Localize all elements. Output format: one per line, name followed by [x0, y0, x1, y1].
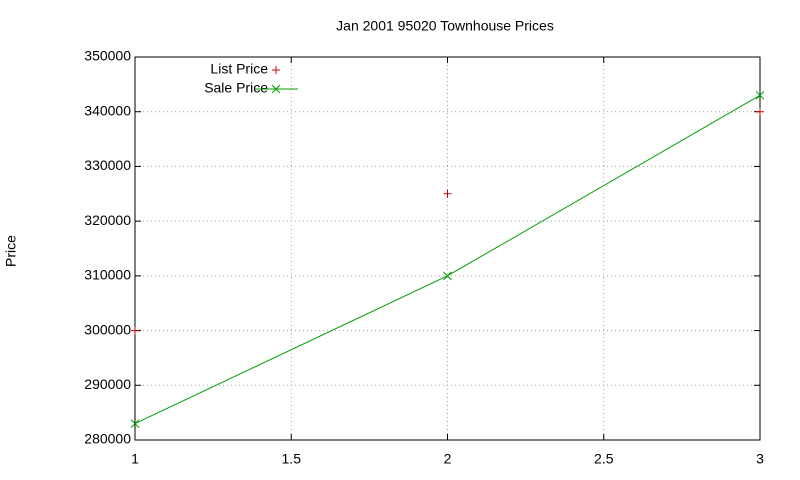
legend-marker	[272, 66, 280, 74]
x-tick-label: 1	[131, 451, 139, 467]
y-tick-label: 310000	[84, 267, 131, 283]
y-tick-label: 280000	[84, 431, 131, 447]
plot-border	[134, 56, 761, 441]
chart-title: Jan 2001 95020 Townhouse Prices	[336, 18, 554, 34]
series-line	[134, 94, 761, 425]
legend-label: List Price	[210, 61, 268, 77]
legend-label: Sale Price	[204, 80, 268, 96]
legend-marker	[271, 84, 281, 94]
x-tick-label: 2	[444, 451, 452, 467]
y-tick-label: 340000	[84, 102, 131, 118]
y-tick-label: 350000	[84, 48, 131, 64]
y-axis-label: Price	[3, 235, 19, 267]
data-point	[443, 189, 452, 198]
data-point	[443, 271, 452, 281]
x-tick-label: 1.5	[282, 451, 302, 467]
y-tick-label: 320000	[84, 212, 131, 228]
x-tick-label: 3	[756, 451, 764, 467]
data-point	[130, 419, 140, 428]
y-tick-label: 300000	[84, 321, 131, 337]
data-point	[756, 107, 764, 116]
y-tick-label: 290000	[84, 376, 131, 392]
x-tick-label: 2.5	[594, 451, 614, 467]
data-point	[131, 326, 139, 335]
y-tick-label: 330000	[84, 157, 131, 173]
data-point	[755, 90, 765, 100]
